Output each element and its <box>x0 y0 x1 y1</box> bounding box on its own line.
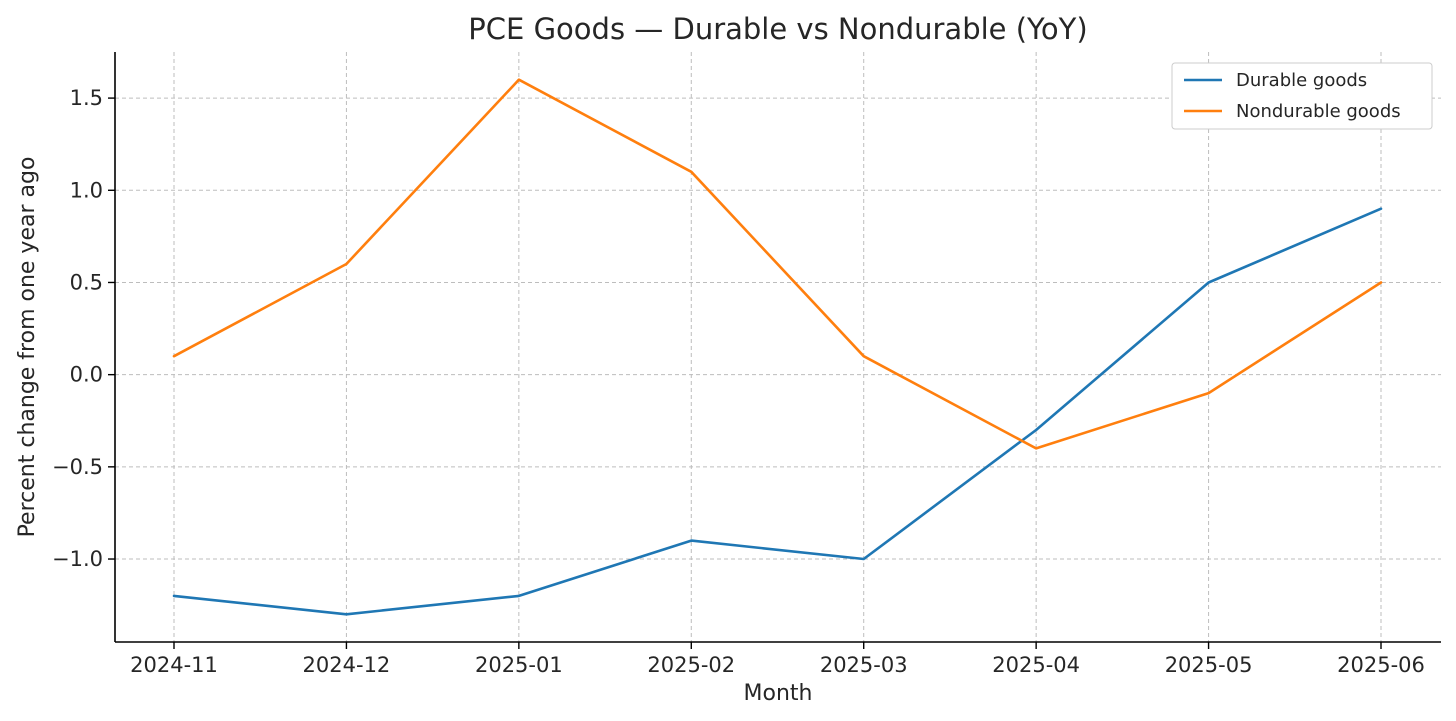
y-axis-ticks: −1.0 −0.5 0.0 0.5 1.0 1.5 <box>52 86 115 571</box>
y-tick-label: −0.5 <box>52 455 103 479</box>
x-axis-ticks: 2024-11 2024-12 2025-01 2025-02 2025-03 2025-… <box>130 642 1425 677</box>
series-line-durable-goods <box>172 207 1383 616</box>
axes <box>114 52 1441 643</box>
plot-area <box>172 78 1383 616</box>
y-axis-label: Percent change from one year ago <box>15 157 40 538</box>
x-tick-label: 2025-06 <box>1337 653 1425 677</box>
legend-box <box>1171 62 1433 130</box>
series-line-nondurable-goods <box>172 78 1383 450</box>
y-tick-label: −1.0 <box>52 547 103 571</box>
x-axis-label: Month <box>744 681 813 706</box>
y-tick-label: 1.0 <box>70 178 103 202</box>
chart-title: PCE Goods — Durable vs Nondurable (YoY) <box>468 12 1087 46</box>
x-tick-label: 2025-01 <box>475 653 563 677</box>
x-tick-label: 2025-04 <box>992 653 1080 677</box>
legend-label-durable: Durable goods <box>1236 70 1367 91</box>
x-tick-label: 2024-12 <box>303 653 391 677</box>
y-tick-label: 1.5 <box>70 86 103 110</box>
legend: Durable goods Nondurable goods <box>1171 62 1433 130</box>
x-tick-label: 2024-11 <box>130 653 218 677</box>
grid <box>115 52 1441 642</box>
y-tick-label: 0.5 <box>70 270 103 294</box>
y-tick-label: 0.0 <box>70 363 103 387</box>
legend-label-nondurable: Nondurable goods <box>1236 101 1401 122</box>
x-tick-label: 2025-02 <box>647 653 735 677</box>
x-tick-label: 2025-03 <box>820 653 908 677</box>
x-tick-label: 2025-05 <box>1165 653 1253 677</box>
